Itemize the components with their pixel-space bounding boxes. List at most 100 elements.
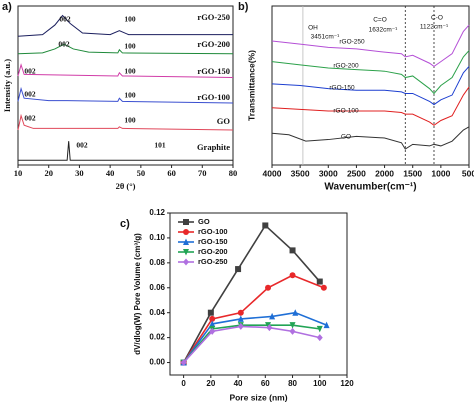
marker [262,222,269,229]
legend-label: rGO-100 [198,227,228,236]
peak-label: 100 [124,42,136,51]
x-tick-label: 20 [206,379,215,388]
x-tick-label: 3500 [291,168,310,178]
x-tick-label: 0 [181,379,186,388]
marker [209,320,216,327]
marker [207,309,214,316]
x-tick-label: 500 [462,168,474,178]
y-axis-title: dV/dlog(W) Pore Volume (cm³/g) [133,233,142,355]
marker [316,325,323,333]
series-label: rGO-250 [197,12,230,22]
x-tick-label: 2000 [375,168,394,178]
plot-frame [271,5,470,166]
x-tick-label: 4000 [263,168,282,178]
marker [180,359,187,367]
x-axis-title: Wavenumber(cm⁻¹) [324,182,416,193]
legend-label: GO [198,217,210,226]
series-label: rGO-200 [333,63,359,70]
peak-label: 100 [124,116,136,125]
legend-label: rGO-150 [198,237,228,246]
x-tick-label: 10 [14,168,23,178]
x-tick-label: 2500 [347,168,366,178]
legend-marker [183,219,189,225]
y-tick-label: 0.06 [149,283,165,292]
panel-label: c) [120,218,130,230]
marker [266,324,273,332]
series-label: GO [341,134,351,141]
series-line [17,86,234,104]
legend-label: rGO-200 [198,247,228,256]
y-tick-label: 0.12 [149,208,165,217]
marker [320,284,327,291]
series-label: rGO-200 [197,39,230,49]
panel-label: b) [238,1,249,13]
peak-label: 002 [24,90,36,99]
annotation: 1122cm⁻¹ [420,24,449,31]
annotation: 1632cm⁻¹ [369,27,399,34]
series-line [271,86,470,126]
y-axis-title: Intensity (a.u.) [2,59,12,112]
annotation: OH [308,25,318,32]
x-tick-label: 50 [137,168,146,178]
series-line [182,311,327,364]
peak-label: 100 [124,15,136,24]
series-label: GO [217,116,231,126]
series-line [271,24,470,68]
series-line [271,126,470,150]
x-axis-title: Pore size (nm) [229,392,287,402]
series-line [182,274,325,363]
panel-label: a) [2,1,12,13]
series-line [17,63,234,79]
series-line [18,141,233,161]
series-line [17,14,233,37]
annotation: C=O [373,17,387,24]
x-tick-label: 60 [167,168,176,178]
x-tick-label: 1500 [403,168,422,178]
marker [292,309,299,316]
y-tick-label: 0.08 [149,258,165,267]
series-line [182,224,321,363]
marker [289,327,296,335]
series-label: rGO-150 [197,66,230,76]
x-tick-label: 40 [234,379,243,388]
x-tick-label: 120 [340,379,354,388]
marker [316,278,323,285]
y-axis-title: Transmittance(%) [246,50,256,121]
peak-label: 100 [124,91,136,100]
peak-label: 002 [24,114,36,123]
peak-label: 002 [24,67,36,76]
peak-label: 100 [124,67,136,76]
series-label: rGO-100 [333,108,359,115]
x-tick-label: 40 [106,168,115,178]
y-tick-label: 0.04 [149,308,165,317]
marker [209,327,216,335]
marker [265,322,272,329]
marker [237,315,244,322]
marker [237,309,244,316]
series-line [183,325,320,364]
marker [235,266,242,273]
series-label: rGO-150 [329,85,355,92]
marker [265,284,272,291]
x-tick-label: 80 [288,379,297,388]
legend-marker [183,249,189,256]
y-tick-label: 0.00 [149,358,165,367]
x-tick-label: 20 [44,168,53,178]
x-tick-label: 70 [198,168,207,178]
x-tick-label: 30 [75,168,84,178]
marker [289,272,296,279]
legend-label: rGO-250 [198,257,228,266]
marker [269,312,276,320]
plot-frame [169,212,348,376]
legend-marker [183,238,189,245]
peak-label: 002 [76,141,88,150]
y-tick-label: 0.10 [149,233,165,242]
peak-label: 101 [154,141,166,150]
series-line [17,113,234,131]
marker [323,321,330,329]
marker [289,247,296,254]
marker [209,315,216,322]
x-axis-title: 2θ (°) [116,181,136,191]
peak-label: 002 [59,15,71,24]
